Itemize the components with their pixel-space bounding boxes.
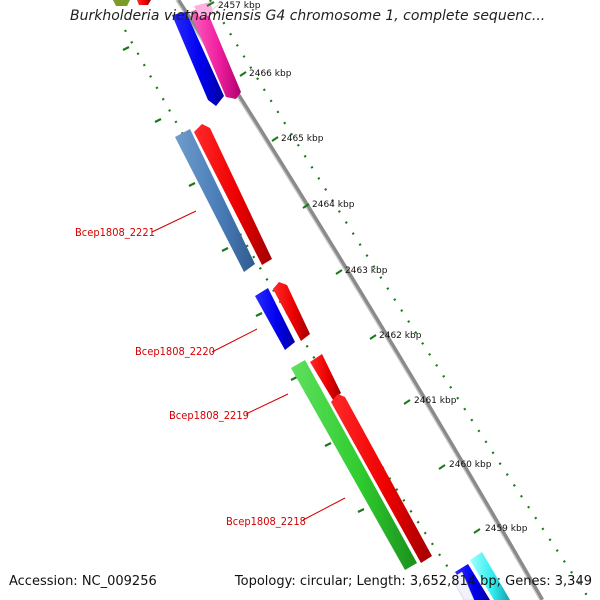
kbp-label: 2465 kbp (281, 134, 324, 144)
gene-blue-2466 (172, 12, 224, 106)
gene-bcep1808-2220-red (273, 282, 310, 341)
gene-red-top-partial (137, 0, 151, 5)
kbp-label: 2459 kbp (485, 524, 528, 534)
gene-bcep1808-2221-steel (175, 129, 255, 272)
gene-white-bottom (451, 571, 475, 600)
gene-pink-2466 (190, 6, 241, 99)
gene-label-bcep1808-2219: Bcep1808_2219 (169, 409, 249, 422)
gene-bcep1808-2220-blue (255, 288, 295, 350)
kbp-label: 2464 kbp (312, 200, 355, 210)
gene-bcep1808-2219-red (310, 354, 341, 400)
outer-tick-track (209, 0, 591, 600)
kbp-label: 2457 kbp (218, 1, 261, 11)
map-title: Burkholderia vietnamiensis G4 chromosome… (70, 8, 546, 24)
summary-text: Topology: circular; Length: 3,652,814 bp… (234, 574, 592, 589)
kbp-scale: 2457 kbp 2466 kbp 2465 kbp 2464 kbp 2463… (206, 1, 528, 534)
kbp-label: 2466 kbp (249, 69, 292, 79)
gene-label-bcep1808-2221: Bcep1808_2221 (75, 226, 155, 239)
kbp-label: 2460 kbp (449, 460, 492, 470)
gene-cyan-bottom (470, 552, 510, 600)
accession-text: Accession: NC_009256 (9, 574, 157, 589)
gene-label-bcep1808-2220: Bcep1808_2220 (135, 345, 215, 358)
gene-bcep1808-2218-green (291, 360, 417, 570)
gene-label-bcep1808-2218: Bcep1808_2218 (226, 515, 306, 528)
kbp-label: 2461 kbp (414, 396, 457, 406)
kbp-label: 2463 kbp (345, 266, 388, 276)
kbp-label: 2462 kbp (379, 331, 422, 341)
inner-major-ticks (122, 46, 365, 513)
gene-olive-partial (113, 0, 130, 6)
gene-bcep1808-2221-red (194, 124, 272, 265)
gene-bcep1808-2218-red (331, 394, 432, 563)
gene-blue-bottom (455, 564, 490, 600)
gene-labels: Bcep1808_2221 Bcep1808_2220 Bcep1808_221… (75, 210, 346, 528)
